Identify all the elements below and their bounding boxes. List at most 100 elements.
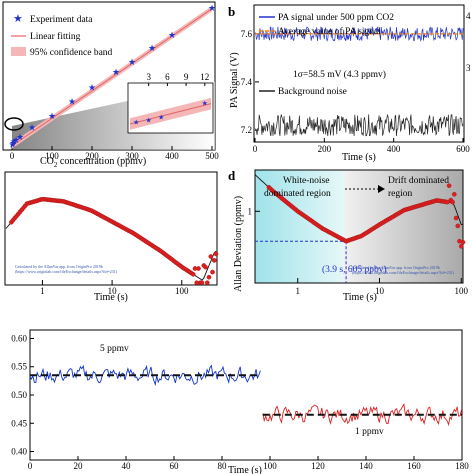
- panel-a-x-tick-label: 200: [85, 151, 99, 161]
- panel-b-y-tick-label: 7.4: [241, 77, 253, 87]
- panel-c-note-1: Calculated by the AllanVar app. from Ori…: [15, 264, 103, 269]
- panel-e-y-tick-label: 0.50: [11, 390, 27, 400]
- drift-label-2: region: [388, 189, 413, 199]
- panel-b-x-tick-label: 600: [456, 144, 470, 154]
- allan-point-d: [446, 183, 452, 188]
- panel-a-x-ticks: 0 100 200 300 400 500: [10, 146, 219, 161]
- allan-point-d: [451, 191, 457, 197]
- allan-point-c: [203, 264, 208, 270]
- legend-average: Average value of PA signal: [278, 26, 381, 37]
- inset-tick-label: 12: [200, 72, 209, 82]
- inset-chart: ★ ★ ★ ★ 3 6 9 12: [129, 72, 212, 130]
- data-point-star: ★: [16, 132, 24, 142]
- data-point-star: ★: [8, 139, 16, 149]
- label-5-ppmv: 5 ppmv: [100, 344, 129, 354]
- panel-e-y-tick-label: 0.40: [11, 447, 27, 457]
- allan-point-c: [206, 274, 212, 280]
- panel-d-note-1: Calculated by the AllanVar app. from Ori…: [352, 265, 440, 270]
- panel-b-x-tick-label: 200: [318, 144, 332, 154]
- allan-point-d: [450, 199, 455, 205]
- panel-a-legend: ★ Experiment data Linear fitting 95% con…: [11, 13, 113, 58]
- panel-c-x-tick-label: 1: [40, 286, 45, 296]
- panel-e-y-tick-label: 0.45: [11, 418, 27, 428]
- inset-point: ★: [146, 117, 152, 125]
- panel-c: 1 10 100 Calculated by the AllanVar app. f…: [4, 171, 219, 303]
- signal-5-ppmv-line: [29, 364, 261, 387]
- legend-linear-fitting: Linear fitting: [30, 31, 81, 42]
- panel-c-frame: [4, 171, 218, 286]
- inset-tick-label: 9: [184, 72, 189, 82]
- panel-b-right-tick-label: 3: [466, 63, 471, 73]
- panel-e-y-tick-label: 0.55: [11, 362, 27, 372]
- panel-b-ticks: 0 200 400 600 7.6 7.4 7.2 4 3: [241, 11, 471, 154]
- allan-point-c: [208, 254, 214, 259]
- panel-e-x-label: Time (s): [228, 465, 262, 474]
- panel-b-y-tick-label: 7.6: [241, 29, 253, 39]
- panel-d-frame: [254, 169, 464, 284]
- panel-b-series: [254, 25, 464, 137]
- panel-b-right-tick-label: 4: [466, 11, 471, 21]
- data-point-star: ★: [208, 3, 216, 13]
- data-point-star: ★: [88, 83, 96, 93]
- panel-d-ticks: 1 10 100 1: [248, 206, 469, 296]
- data-point-star: ★: [128, 57, 136, 67]
- inset-fit-line: [129, 103, 212, 125]
- inset-point: ★: [133, 119, 139, 127]
- background-noise-line: [254, 113, 464, 137]
- data-point-star: ★: [168, 30, 176, 40]
- white-noise-label-1: White-noise: [283, 176, 329, 186]
- signal-1-ppmv-line: [262, 403, 462, 427]
- pa-signal-line: [254, 25, 464, 42]
- inset-tick-label: 3: [146, 72, 151, 82]
- panel-e-x-tick-label: 160: [407, 461, 421, 471]
- linear-fit-line: [11, 8, 213, 147]
- panel-b-y-tick-label: 7.2: [241, 125, 252, 135]
- minimum-label: (3.9 s, 605 ppbv): [322, 264, 387, 275]
- legend-star-marker: ★: [13, 13, 23, 25]
- panel-d-note-2: (https://www.originlab.com/fileExchange/…: [352, 270, 455, 275]
- panel-b: b 0 200 400 600 7.6 7.4 7.2 4 3 PA signal under …: [228, 4, 471, 163]
- allan-point-d: [455, 223, 461, 229]
- panel-a-x-label: CO2 concentration (ppmv): [40, 156, 146, 169]
- panel-e-x-tick-label: 20: [74, 461, 84, 471]
- data-point-star: ★: [148, 43, 156, 53]
- legend-pa-signal: PA signal under 500 ppm CO2: [278, 13, 394, 23]
- allan-point-c: [199, 280, 205, 286]
- confidence-band: [11, 5, 213, 149]
- panel-e-x-tick-label: 60: [170, 461, 180, 471]
- panel-d-x-label: Time (s): [343, 292, 377, 303]
- legend-band-swatch: [11, 47, 26, 56]
- panel-a-x-tick-label: 0: [10, 151, 15, 161]
- panel-e-x-tick-label: 40: [122, 461, 132, 471]
- allan-point-d: [453, 215, 459, 221]
- panel-c-x-label: Time (s): [94, 292, 128, 303]
- low-range-circle: [4, 117, 24, 131]
- allan-point-c: [211, 258, 217, 263]
- white-noise-label-2: dominated region: [264, 189, 331, 199]
- panel-e: 0 20 40 60 80 100 120 140 160 180 0.60 0.55 0.50 0.45…: [11, 329, 469, 474]
- drift-label-1: Drift dominated: [388, 175, 449, 186]
- panel-b-x-tick-label: 400: [387, 144, 401, 154]
- panel-d-y-label: Allan Deviation (ppmv): [233, 196, 244, 292]
- panel-d-x-tick-label: 10: [375, 286, 385, 296]
- panel-d-y-tick-label: 1: [248, 206, 253, 216]
- drift-region: [344, 170, 463, 283]
- region-arrow-head: [378, 185, 385, 193]
- panel-c-ticks: 1 10 100: [40, 280, 189, 296]
- panel-e-y-tick-label: 0.60: [11, 333, 27, 343]
- data-point-star: ★: [12, 135, 20, 145]
- panel-a: 0 100 200 300 400 500 ★★★★★★★★★★★★★★ ★ ★ ★★3 6 9 1…: [2, 1, 219, 169]
- panel-d-x-tick-label: 1: [295, 286, 300, 296]
- panel-b-x-tick-label: 0: [253, 144, 258, 154]
- panel-c-note-2: (https://www.originlab.com/fileExchange/…: [15, 269, 118, 274]
- sigma-annotation: 1σ=58.5 mV (4.3 ppmv): [293, 69, 386, 80]
- panel-e-x-tick-label: 140: [359, 461, 373, 471]
- data-point-star: ★: [68, 97, 76, 107]
- panel-b-letter: b: [228, 4, 235, 19]
- legend-confidence-band: 95% confidence band: [30, 47, 113, 58]
- data-point-star: ★: [48, 111, 56, 121]
- panel-e-x-tick-label: 0: [28, 461, 33, 471]
- panel-e-x-tick-label: 80: [218, 461, 228, 471]
- panel-d-letter: d: [228, 168, 236, 183]
